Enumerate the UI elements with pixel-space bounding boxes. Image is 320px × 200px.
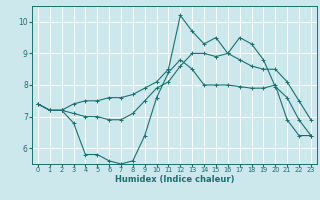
X-axis label: Humidex (Indice chaleur): Humidex (Indice chaleur) bbox=[115, 175, 234, 184]
